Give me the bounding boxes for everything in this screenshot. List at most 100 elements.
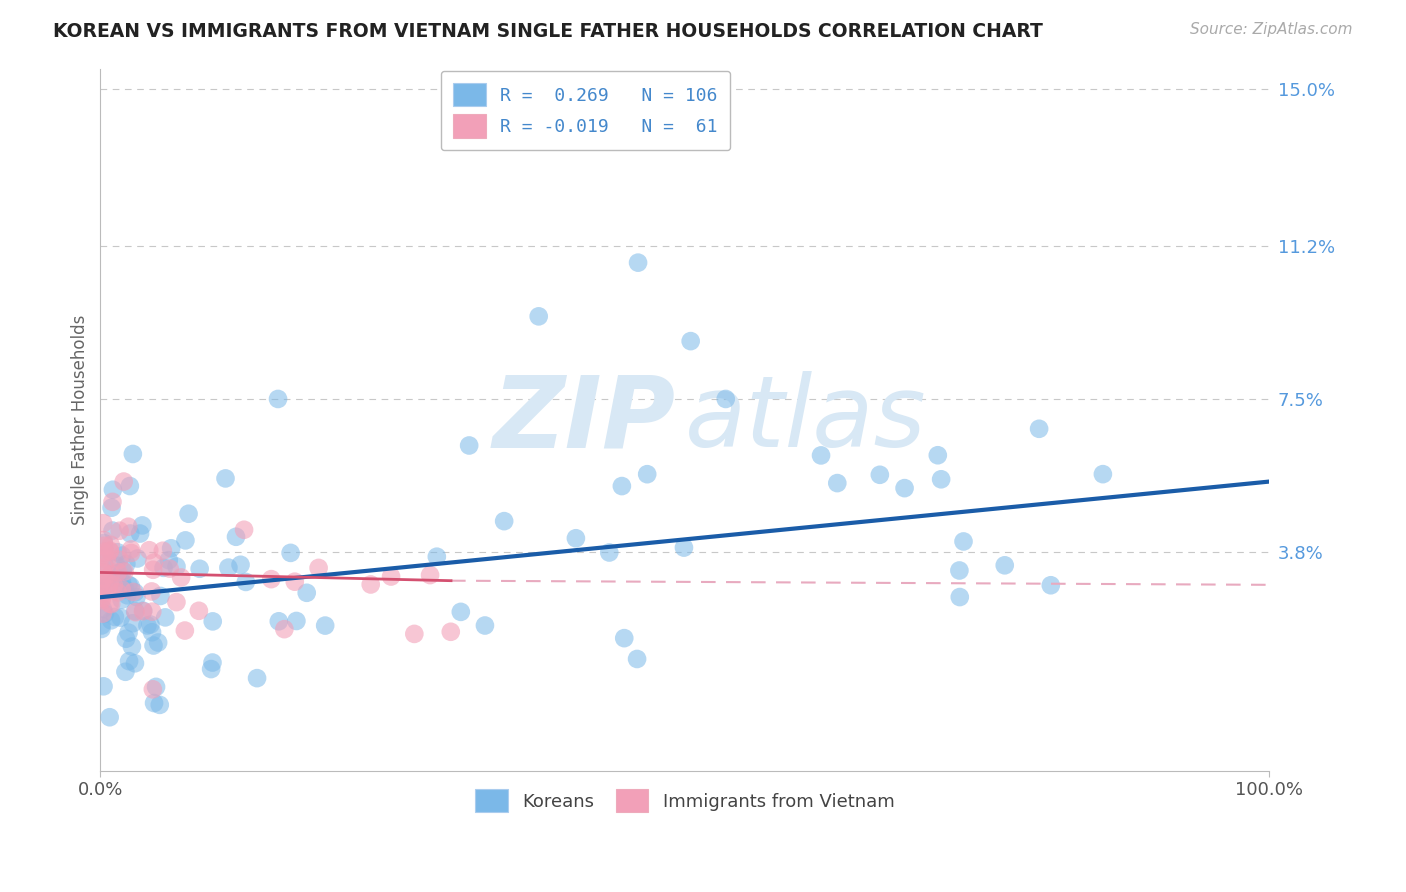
- Point: [121, 640, 143, 654]
- Point: [132, 604, 155, 618]
- Point: [93, 560, 115, 574]
- Point: [1028, 422, 1050, 436]
- Point: [527, 310, 550, 324]
- Point: [929, 472, 952, 486]
- Point: [174, 533, 197, 548]
- Point: [117, 625, 139, 640]
- Point: [260, 572, 283, 586]
- Point: [124, 585, 146, 599]
- Point: [90, 591, 112, 606]
- Point: [360, 577, 382, 591]
- Point: [93, 545, 115, 559]
- Point: [565, 531, 588, 545]
- Point: [93, 539, 115, 553]
- Point: [440, 624, 463, 639]
- Point: [111, 549, 134, 563]
- Point: [117, 588, 139, 602]
- Point: [380, 569, 402, 583]
- Y-axis label: Single Father Households: Single Father Households: [72, 314, 89, 524]
- Point: [91, 516, 114, 531]
- Point: [246, 671, 269, 685]
- Point: [235, 574, 257, 589]
- Point: [90, 582, 112, 596]
- Point: [188, 562, 211, 576]
- Point: [121, 616, 143, 631]
- Point: [90, 622, 112, 636]
- Point: [166, 559, 188, 574]
- Point: [115, 632, 138, 646]
- Text: Source: ZipAtlas.com: Source: ZipAtlas.com: [1189, 22, 1353, 37]
- Point: [949, 590, 972, 604]
- Point: [93, 556, 115, 570]
- Point: [145, 680, 167, 694]
- Point: [146, 635, 169, 649]
- Point: [714, 392, 737, 406]
- Point: [104, 610, 127, 624]
- Point: [112, 475, 135, 489]
- Point: [285, 614, 308, 628]
- Point: [200, 662, 222, 676]
- Point: [598, 545, 620, 559]
- Point: [157, 553, 180, 567]
- Point: [91, 607, 114, 621]
- Point: [426, 549, 449, 564]
- Point: [91, 566, 114, 580]
- Point: [142, 682, 165, 697]
- Point: [827, 476, 849, 491]
- Point: [273, 622, 295, 636]
- Point: [107, 566, 129, 580]
- Point: [217, 560, 239, 574]
- Text: atlas: atlas: [685, 371, 927, 468]
- Point: [672, 541, 695, 555]
- Point: [419, 568, 441, 582]
- Text: KOREAN VS IMMIGRANTS FROM VIETNAM SINGLE FATHER HOUSEHOLDS CORRELATION CHART: KOREAN VS IMMIGRANTS FROM VIETNAM SINGLE…: [53, 22, 1043, 41]
- Point: [152, 561, 174, 575]
- Point: [114, 665, 136, 679]
- Point: [101, 495, 124, 509]
- Point: [114, 582, 136, 597]
- Point: [124, 604, 146, 618]
- Point: [93, 533, 115, 547]
- Point: [104, 571, 127, 585]
- Point: [225, 530, 247, 544]
- Point: [108, 524, 131, 538]
- Point: [125, 590, 148, 604]
- Point: [90, 575, 112, 590]
- Point: [233, 523, 256, 537]
- Point: [610, 479, 633, 493]
- Point: [117, 578, 139, 592]
- Point: [141, 584, 163, 599]
- Text: ZIP: ZIP: [492, 371, 675, 468]
- Point: [626, 652, 648, 666]
- Point: [138, 543, 160, 558]
- Point: [143, 556, 166, 570]
- Point: [111, 564, 134, 578]
- Point: [613, 631, 636, 645]
- Point: [308, 561, 330, 575]
- Point: [100, 567, 122, 582]
- Point: [111, 575, 134, 590]
- Point: [927, 448, 949, 462]
- Point: [120, 542, 142, 557]
- Point: [1039, 578, 1062, 592]
- Point: [110, 610, 132, 624]
- Point: [494, 514, 516, 528]
- Point: [948, 564, 970, 578]
- Point: [107, 545, 129, 559]
- Point: [152, 543, 174, 558]
- Point: [474, 618, 496, 632]
- Point: [155, 610, 177, 624]
- Point: [201, 615, 224, 629]
- Point: [121, 447, 143, 461]
- Point: [295, 586, 318, 600]
- Point: [142, 563, 165, 577]
- Point: [160, 541, 183, 556]
- Point: [187, 604, 209, 618]
- Point: [124, 605, 146, 619]
- Point: [98, 576, 121, 591]
- Point: [98, 597, 121, 611]
- Point: [96, 578, 118, 592]
- Point: [111, 592, 134, 607]
- Point: [124, 657, 146, 671]
- Point: [132, 604, 155, 618]
